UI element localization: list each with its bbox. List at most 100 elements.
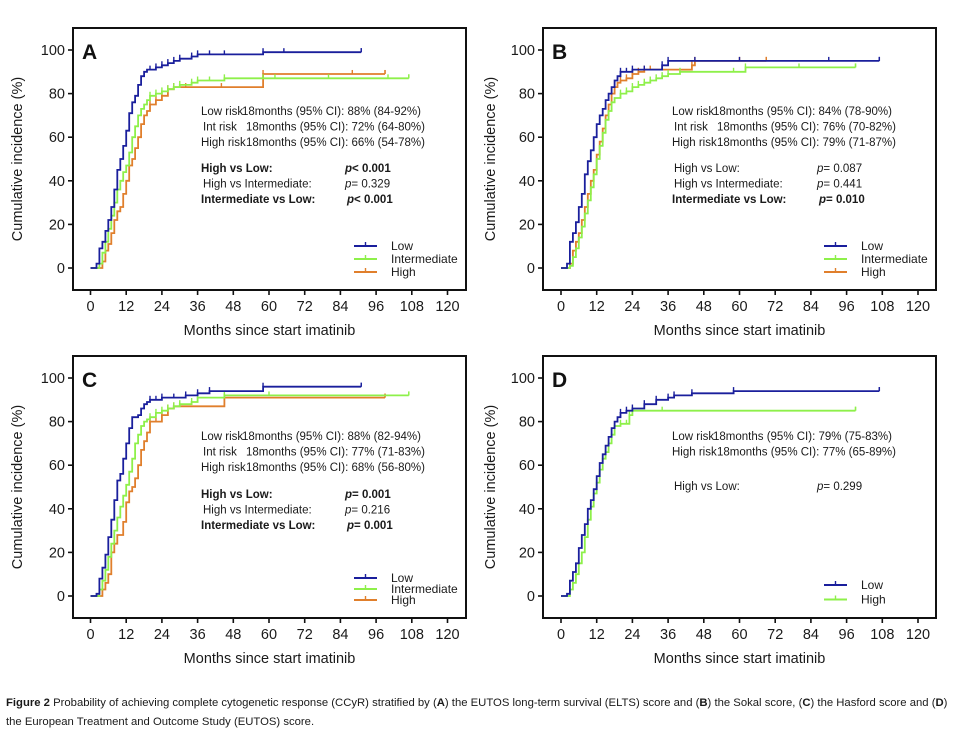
series-low [561, 56, 881, 269]
y-tick-label: 80 [49, 87, 65, 103]
x-tick-label: 120 [435, 299, 459, 315]
x-axis: 0 12 24 36 48 60 72 84 96 108 120 [557, 618, 930, 643]
x-tick-label: 0 [557, 627, 565, 643]
pvalue-label: High vs Low: [674, 163, 740, 175]
x-tick-label: 108 [870, 627, 894, 643]
y-axis: 0 20 40 60 80 100 [41, 43, 73, 277]
ci-row-label: High risk [201, 137, 246, 149]
y-tick-label: 100 [511, 43, 535, 59]
km-chart-a: 0 20 40 60 80 100 0 12 24 36 48 60 72 84 96 108 120 Month… [10, 27, 467, 339]
x-tick-label: 72 [297, 627, 313, 643]
x-tick-label: 96 [839, 627, 855, 643]
curve-high [90, 396, 385, 597]
ci-row-label: Low risk [201, 431, 243, 443]
ci-row-value: 18months (95% CI): 79% (71-87%) [717, 137, 896, 149]
y-tick-label: 0 [57, 589, 65, 605]
series-high [561, 406, 857, 597]
x-tick-label: 60 [731, 627, 747, 643]
pvalue-value: p< 0.001 [346, 194, 393, 206]
legend-label-intermediate: Intermediate [861, 252, 928, 266]
p-number: = 0.329 [351, 179, 390, 191]
x-tick-label: 84 [332, 299, 348, 315]
x-tick-label: 12 [589, 627, 605, 643]
x-tick-label: 24 [624, 627, 640, 643]
x-tick-label: 12 [118, 299, 134, 315]
x-tick-label: 24 [154, 299, 170, 315]
y-axis-label: Cumulative incidence (%) [10, 405, 26, 569]
panel-letter: A [82, 41, 97, 64]
pvalue-label: High vs Low: [201, 163, 273, 175]
y-tick-label: 100 [41, 371, 65, 387]
pvalue-value: p= 0.010 [818, 194, 865, 206]
caption-panel-ref: D [935, 697, 944, 709]
x-tick-label: 120 [435, 627, 459, 643]
caption-segment: ) the Hasford score and ( [810, 697, 936, 709]
ci-row-label: Int risk [203, 447, 237, 459]
x-tick-label: 24 [624, 299, 640, 315]
x-tick-label: 84 [332, 627, 348, 643]
pvalue-label: High vs Low: [674, 481, 740, 493]
legend-label-low: Low [861, 578, 883, 592]
y-tick-label: 40 [49, 502, 65, 518]
legend-label-high: High [861, 265, 886, 279]
pvalue-label: High vs Intermediate: [203, 505, 312, 517]
ci-row-value: 18months (95% CI): 68% (56-80%) [246, 462, 425, 474]
x-tick-label: 36 [190, 299, 206, 315]
legend-label-low: Low [861, 239, 883, 253]
caption-segment: ) the European Treatment and Outcome Stu… [6, 697, 948, 728]
y-axis-label: Cumulative incidence (%) [10, 77, 26, 241]
p-symbol: p [344, 179, 352, 191]
x-tick-label: 72 [767, 299, 783, 315]
caption-text: Probability of achieving complete cytoge… [6, 697, 947, 728]
curve-low [90, 51, 362, 269]
ci-row-value: 18months (95% CI): 77% (65-89%) [717, 447, 896, 459]
p-number: = 0.087 [823, 163, 862, 175]
x-tick-label: 108 [400, 299, 424, 315]
series-intermediate [561, 63, 857, 269]
pvalue-value: p= 0.329 [344, 179, 390, 191]
legend-label-high: High [391, 593, 416, 607]
x-tick-label: 48 [225, 299, 241, 315]
ci-row-value: 18months (95% CI): 76% (70-82%) [717, 122, 896, 134]
curve-low [561, 60, 880, 269]
y-tick-label: 20 [519, 217, 535, 233]
x-tick-label: 24 [154, 627, 170, 643]
y-tick-label: 80 [49, 415, 65, 431]
p-number: < 0.001 [354, 194, 393, 206]
figure-caption: Figure 2 Probability of achieving comple… [6, 694, 961, 732]
y-axis: 0 20 40 60 80 100 [41, 371, 73, 605]
y-tick-label: 100 [41, 43, 65, 59]
pvalue-label: High vs Intermediate: [203, 179, 312, 191]
x-axis: 0 12 24 36 48 60 72 84 96 108 120 [86, 290, 460, 315]
ci-row-label: High risk [201, 462, 246, 474]
y-tick-label: 20 [49, 545, 65, 561]
x-axis: 0 12 24 36 48 60 72 84 96 108 120 [86, 618, 460, 643]
curve-low [561, 390, 880, 597]
pvalue-label: Intermediate vs Low: [201, 194, 315, 206]
pvalue-value: p= 0.087 [816, 163, 862, 175]
ci-row-value: 18months (95% CI): 84% (78-90%) [713, 106, 892, 118]
x-tick-label: 84 [803, 299, 819, 315]
pvalue-value: p= 0.441 [816, 179, 862, 191]
ci-row-value: 18months (95% CI): 66% (54-78%) [246, 137, 425, 149]
pvalue-value: p= 0.299 [816, 481, 862, 493]
ci-row-value: 18months (95% CI): 88% (84-92%) [242, 106, 421, 118]
caption-panel-ref: B [699, 697, 708, 709]
y-tick-label: 80 [519, 87, 535, 103]
ci-row-label: High risk [672, 447, 717, 459]
x-axis-label: Months since start imatinib [184, 651, 356, 667]
y-tick-label: 0 [527, 589, 535, 605]
x-tick-label: 60 [261, 627, 277, 643]
curve-intermediate [561, 66, 856, 269]
pvalue-label: Intermediate vs Low: [672, 194, 786, 206]
ci-row-label: Low risk [672, 431, 714, 443]
x-axis: 0 12 24 36 48 60 72 84 96 108 120 [557, 290, 930, 315]
x-tick-label: 60 [731, 299, 747, 315]
panel-b: 0 20 40 60 80 100 0 12 24 36 48 60 72 84 96 108 120 Month… [480, 0, 970, 345]
series-low [561, 387, 881, 597]
pvalue-value: p= 0.001 [346, 520, 393, 532]
x-tick-label: 96 [839, 299, 855, 315]
